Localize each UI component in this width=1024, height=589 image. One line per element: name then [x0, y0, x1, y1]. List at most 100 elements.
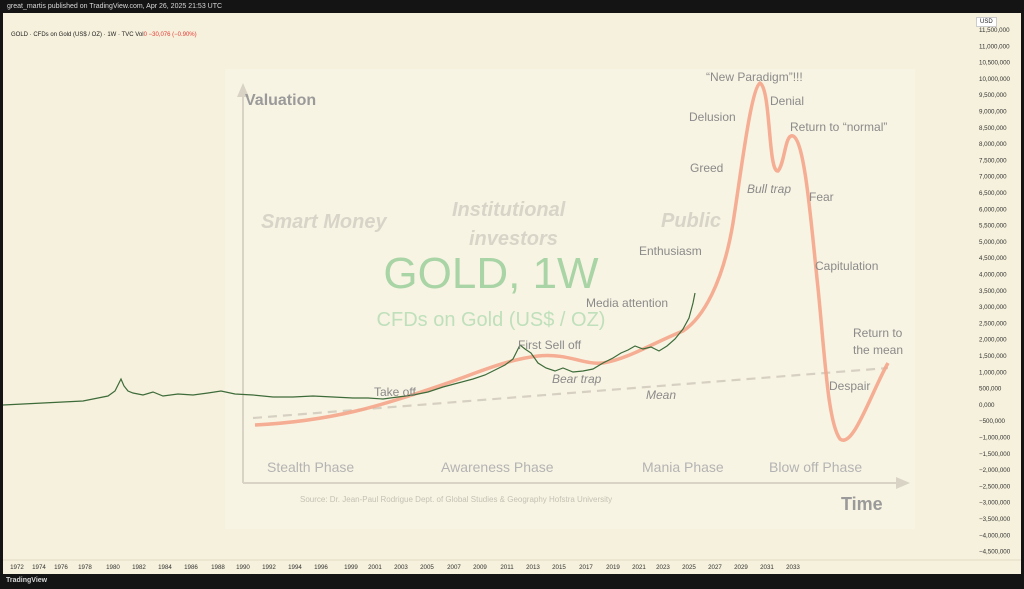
price-axis-tick: 4,500,000 — [979, 255, 1007, 262]
time-axis-tick: 2027 — [708, 564, 722, 571]
price-axis-tick: 0,000 — [979, 402, 995, 409]
price-axis-tick: 8,500,000 — [979, 125, 1007, 132]
institutional-label-2: investors — [469, 228, 558, 250]
label-return-normal: Return to “normal” — [790, 120, 887, 134]
smart-money-label: Smart Money — [261, 211, 387, 233]
label-media-attention: Media attention — [586, 296, 668, 310]
price-axis-tick: 3,000,000 — [979, 304, 1007, 311]
time-axis-tick: 2033 — [786, 564, 800, 571]
time-axis-tick: 2017 — [579, 564, 593, 571]
time-axis-tick: 2025 — [682, 564, 696, 571]
label-bull-trap: Bull trap — [747, 182, 791, 196]
label-capitulation: Capitulation — [815, 259, 878, 273]
label-enthusiasm: Enthusiasm — [639, 244, 702, 258]
symbol-legend[interactable]: GOLD · CFDs on Gold (US$ / OZ) · 1W · TV… — [11, 32, 197, 38]
time-axis-tick: 2001 — [368, 564, 382, 571]
time-axis-tick: 2007 — [447, 564, 461, 571]
time-axis-tick: 1972 — [10, 564, 24, 571]
time-axis-tick: 1992 — [262, 564, 276, 571]
price-axis-tick: 3,500,000 — [979, 288, 1007, 295]
chart-pane[interactable]: 11,500,000 11,000,000 10,500,000 10,000,000… — [2, 13, 1021, 574]
time-axis-tick: 1976 — [54, 564, 68, 571]
price-axis[interactable] — [973, 13, 1021, 560]
time-axis-tick: 1999 — [344, 564, 358, 571]
phase-blow-off: Blow off Phase — [769, 459, 862, 475]
label-denial: Denial — [770, 94, 804, 108]
market-cycle-curve — [254, 80, 890, 442]
watermark-subtitle: CFDs on Gold (US$ / OZ) — [377, 309, 606, 331]
overlay-x-arrow — [896, 477, 910, 489]
phase-awareness: Awareness Phase — [441, 459, 554, 475]
price-axis-tick: −2,500,000 — [979, 483, 1011, 490]
price-axis-tick: −3,000,000 — [979, 500, 1011, 507]
price-axis-tick: 9,500,000 — [979, 92, 1007, 99]
time-axis-tick: 1978 — [78, 564, 92, 571]
time-axis-tick: 2019 — [606, 564, 620, 571]
label-mean: Mean — [646, 388, 676, 402]
label-fear: Fear — [809, 190, 834, 204]
time-axis-tick: 2009 — [473, 564, 487, 571]
label-bear-trap: Bear trap — [552, 372, 602, 386]
time-axis-tick: 2031 — [760, 564, 774, 571]
symbol-info: GOLD · CFDs on Gold (US$ / OZ) · 1W · TV… — [11, 32, 144, 38]
time-axis-tick: 2023 — [656, 564, 670, 571]
time-axis-tick: 2005 — [420, 564, 434, 571]
label-new-paradigm: “New Paradigm”!!! — [706, 70, 803, 84]
time-label: Time — [841, 494, 883, 514]
label-delusion: Delusion — [689, 110, 736, 124]
label-despair: Despair — [829, 379, 870, 393]
overlay-y-arrow — [237, 83, 249, 97]
price-axis-tick: 1,500,000 — [979, 353, 1007, 360]
time-axis-tick: 2021 — [632, 564, 646, 571]
chart-canvas[interactable]: 11,500,000 11,000,000 10,500,000 10,000,000… — [2, 13, 1021, 574]
time-axis-tick: 1980 — [106, 564, 120, 571]
price-axis-tick: −1,000,000 — [979, 435, 1011, 442]
time-axis-tick: 1990 — [236, 564, 250, 571]
time-axis-tick: 1988 — [211, 564, 225, 571]
price-axis-tick: 5,500,000 — [979, 223, 1007, 230]
price-axis-tick: −4,500,000 — [979, 549, 1011, 556]
price-axis-tick: −4,000,000 — [979, 532, 1011, 539]
price-axis-tick: 4,000,000 — [979, 272, 1007, 279]
time-axis-tick: 1986 — [184, 564, 198, 571]
price-axis-tick: −1,500,000 — [979, 451, 1011, 458]
price-axis-tick: 6,000,000 — [979, 206, 1007, 213]
price-axis-tick: 8,000,000 — [979, 141, 1007, 148]
time-axis-tick: 1996 — [314, 564, 328, 571]
label-return-mean-1: Return to — [853, 326, 903, 340]
price-series — [2, 292, 696, 406]
time-axis-tick: 2015 — [552, 564, 566, 571]
label-return-mean-2: the mean — [853, 343, 903, 357]
source-note: Source: Dr. Jean-Paul Rodrigue Dept. of … — [300, 495, 612, 504]
price-axis-tick: 5,000,000 — [979, 239, 1007, 246]
footer-bar: TradingView — [0, 574, 1024, 589]
price-axis-tick: 10,500,000 — [979, 60, 1011, 67]
price-axis-tick: 9,000,000 — [979, 109, 1007, 116]
label-take-off: Take off — [374, 385, 416, 399]
time-axis-tick: 2003 — [394, 564, 408, 571]
price-axis-tick: 11,500,000 — [979, 27, 1010, 34]
price-axis-tick: −3,500,000 — [979, 516, 1011, 523]
label-greed: Greed — [690, 161, 723, 175]
publisher-line: great_martis published on TradingView.co… — [7, 3, 223, 10]
time-axis-tick: 1994 — [288, 564, 302, 571]
label-first-sell-off: First Sell off — [518, 338, 582, 352]
price-axis-tick: 1,000,000 — [979, 369, 1007, 376]
phase-stealth: Stealth Phase — [267, 459, 354, 475]
watermark-title: GOLD, 1W — [383, 249, 599, 298]
price-axis-tick: −500,000 — [979, 418, 1006, 425]
price-axis-tick: 6,500,000 — [979, 190, 1007, 197]
tradingview-logo[interactable]: TradingView — [6, 577, 48, 584]
time-axis-tick: 1974 — [32, 564, 46, 571]
price-axis-tick: 500,000 — [979, 386, 1002, 393]
price-axis-tick: −2,000,000 — [979, 467, 1011, 474]
currency-badge[interactable]: USD — [976, 17, 997, 27]
time-axis-tick: 2013 — [526, 564, 540, 571]
price-axis-tick: 7,000,000 — [979, 174, 1007, 181]
phase-mania: Mania Phase — [642, 459, 724, 475]
time-axis-tick: 2011 — [500, 564, 514, 571]
public-label: Public — [661, 210, 721, 232]
price-axis-tick: 10,000,000 — [979, 76, 1011, 83]
time-axis-tick: 2029 — [734, 564, 748, 571]
time-axis-ticks: 1972 1974 1976 1978 1980 1982 1984 1986 1988 1990… — [10, 564, 800, 571]
